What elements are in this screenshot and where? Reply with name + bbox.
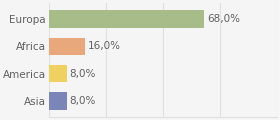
- Text: 16,0%: 16,0%: [88, 41, 121, 51]
- Text: 68,0%: 68,0%: [207, 14, 240, 24]
- Bar: [49, 38, 85, 55]
- Bar: [49, 92, 67, 110]
- Bar: [49, 65, 67, 82]
- Bar: [49, 10, 204, 28]
- Text: 8,0%: 8,0%: [70, 69, 96, 79]
- Text: 8,0%: 8,0%: [70, 96, 96, 106]
